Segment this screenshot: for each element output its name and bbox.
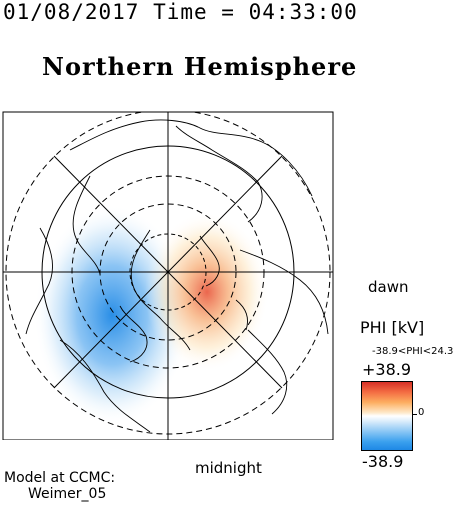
colorbar-range-text: -38.9<PHI<24.3 [372,346,454,357]
colorbar-zero-tick [413,414,417,415]
midnight-label: midnight [195,459,262,477]
colorbar-max-label: +38.9 [362,360,412,379]
model-credit-line1: Model at CCMC: [4,470,116,486]
colorbar [361,381,413,451]
positive-potential-cell [145,212,269,372]
plot-frame [2,111,334,440]
plot-title: Northern Hemisphere [42,52,358,81]
colorbar-zero-label: 0 [418,407,425,418]
dawn-label: dawn [368,278,409,296]
colorbar-quantity-label: PHI [kV] [360,318,425,337]
timestamp: 01/08/2017 Time = 04:33:00 [3,0,358,24]
polar-map [2,111,334,440]
colorbar-min-label: -38.9 [362,452,404,471]
model-credit-line2: Weimer_05 [28,486,107,502]
coastlines [25,119,329,433]
